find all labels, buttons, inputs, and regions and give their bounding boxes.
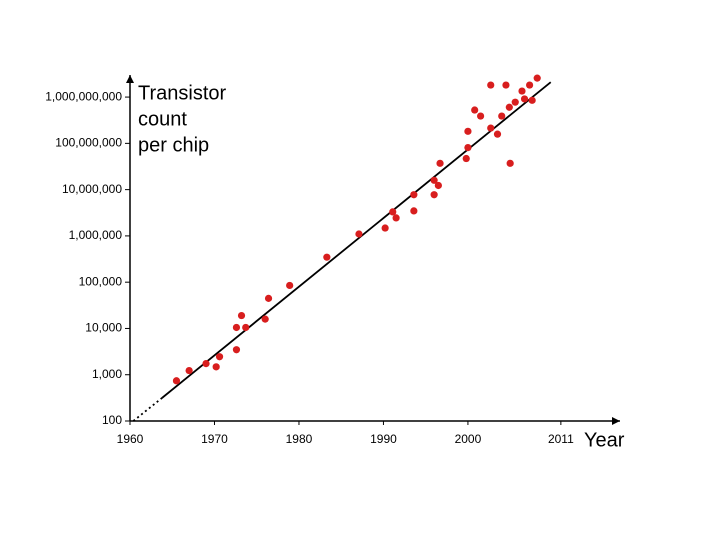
- x-tick-label: 1980: [286, 432, 313, 446]
- data-point: [526, 81, 534, 89]
- x-tick-label: 2011: [548, 432, 574, 446]
- data-point: [215, 353, 224, 361]
- data-point: [202, 359, 210, 368]
- data-point: [381, 224, 389, 232]
- y-tick-label: 100,000: [79, 274, 123, 288]
- y-tick-label: 1,000: [92, 367, 122, 381]
- x-tick-label: 1960: [117, 432, 144, 446]
- x-axis-label: Year: [584, 429, 625, 451]
- data-point: [502, 81, 510, 89]
- data-point: [237, 311, 246, 320]
- y-tick-label: 1,000,000,000: [45, 89, 122, 103]
- data-point: [323, 253, 331, 261]
- data-point: [264, 294, 273, 302]
- data-point: [410, 191, 418, 199]
- data-point: [506, 159, 514, 167]
- data-point: [389, 208, 397, 216]
- x-tick-label: 1970: [201, 432, 228, 446]
- y-tick-label: 10,000,000: [62, 182, 122, 196]
- data-point: [471, 106, 479, 114]
- data-point: [185, 366, 193, 375]
- x-tick-label: 2000: [455, 432, 482, 446]
- data-point: [487, 81, 495, 89]
- data-point: [261, 315, 269, 323]
- trend-line: [161, 81, 552, 399]
- data-point: [242, 323, 250, 332]
- y-tick-label: 100: [102, 413, 122, 427]
- y-axis-label: per chip: [138, 134, 209, 156]
- data-point: [520, 95, 529, 103]
- data-point: [493, 130, 502, 138]
- data-point: [232, 323, 241, 332]
- y-axis-label: Transistor: [138, 82, 227, 104]
- data-point: [464, 127, 472, 135]
- data-point: [511, 98, 519, 106]
- y-tick-label: 1,000,000: [69, 228, 123, 242]
- y-tick-label: 10,000: [85, 321, 122, 335]
- data-point: [436, 159, 444, 167]
- data-point: [518, 87, 526, 95]
- data-point: [355, 230, 363, 238]
- data-point: [430, 191, 438, 199]
- x-tick-label: 1990: [370, 432, 397, 446]
- data-point: [487, 124, 495, 132]
- data-point: [212, 363, 220, 371]
- data-point: [410, 207, 418, 215]
- data-point: [434, 181, 442, 190]
- data-point: [505, 103, 513, 111]
- x-axis-arrow: [612, 417, 620, 425]
- y-tick-label: 100,000,000: [55, 136, 122, 150]
- data-point: [477, 112, 485, 120]
- y-axis-label: count: [138, 108, 187, 130]
- y-axis-arrow: [126, 75, 134, 83]
- data-point: [533, 74, 541, 82]
- data-point: [498, 112, 506, 120]
- data-point: [232, 346, 241, 354]
- data-point: [528, 96, 536, 104]
- data-point: [462, 154, 470, 163]
- data-point: [286, 281, 294, 290]
- data-point: [172, 377, 181, 385]
- data-point: [430, 176, 438, 184]
- data-point: [464, 143, 472, 152]
- trend-extension: [132, 397, 163, 422]
- data-point: [392, 214, 400, 222]
